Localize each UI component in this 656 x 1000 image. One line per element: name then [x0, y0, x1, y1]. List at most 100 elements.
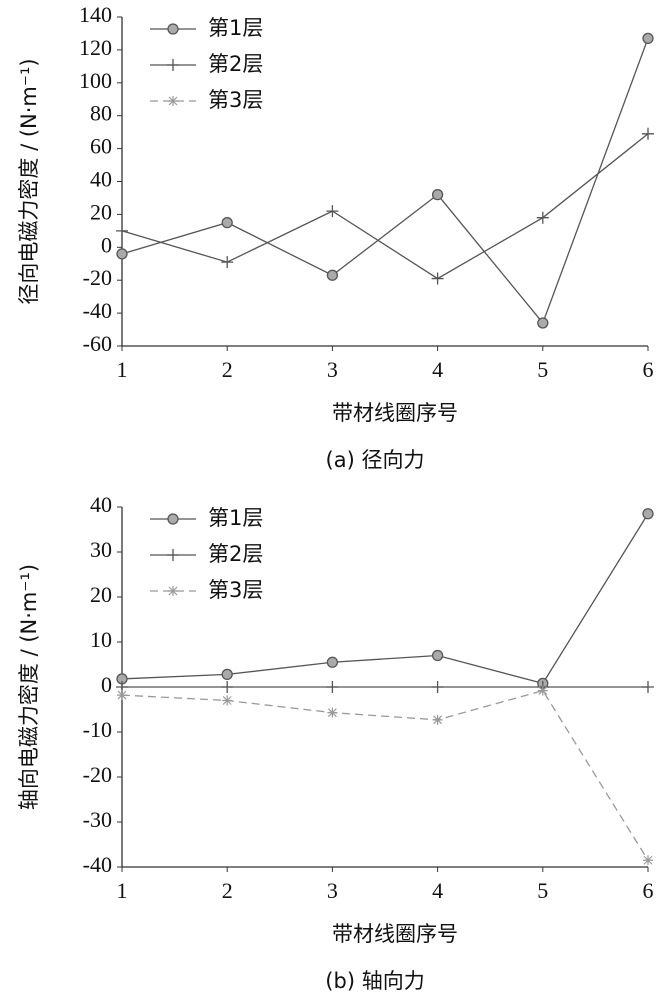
star-marker — [643, 855, 653, 866]
star-marker — [117, 690, 127, 701]
x-tick-label: 4 — [432, 878, 443, 903]
marker — [168, 586, 178, 596]
y-tick-label: 20 — [90, 582, 112, 607]
marker — [537, 317, 549, 329]
x-tick-label: 1 — [117, 878, 128, 903]
marker — [326, 681, 339, 693]
marker — [642, 32, 654, 45]
caption: (b) 轴向力 — [325, 969, 424, 993]
chart: -60 -40 -20 0 20 40 60 80 100 120 140 1 2 3 4 5 6 带材线圈序号 径… — [17, 2, 654, 472]
x-tick-label: 2 — [222, 357, 233, 382]
marker — [537, 685, 548, 696]
plus-marker — [642, 681, 654, 693]
marker — [431, 649, 444, 662]
y-tick-label: 40 — [90, 167, 112, 192]
marker — [326, 269, 339, 281]
x-tick-label: 5 — [537, 878, 548, 903]
y-tick-label: 10 — [90, 627, 112, 652]
x-tick-label: 6 — [643, 878, 654, 903]
marker — [167, 549, 179, 561]
marker — [431, 272, 444, 285]
y-tick-label: 80 — [90, 101, 112, 126]
marker — [327, 707, 338, 718]
y-tick-label: -40 — [83, 852, 112, 877]
legend-label: 第2层 — [208, 52, 263, 76]
y-tick-label: 0 — [101, 232, 112, 257]
star-marker — [168, 586, 178, 596]
star-marker — [327, 707, 338, 718]
legend-label: 第2层 — [208, 542, 263, 566]
circle-marker — [326, 656, 339, 668]
series-line — [121, 133, 649, 280]
plus-marker — [221, 681, 234, 693]
marker — [431, 189, 444, 201]
marker — [167, 513, 179, 525]
marker — [642, 681, 654, 693]
marker — [431, 681, 444, 693]
x-tick-label: 5 — [537, 357, 548, 382]
marker — [536, 211, 549, 224]
plus-marker — [167, 59, 179, 71]
marker — [326, 205, 339, 218]
chart: -40 -30 -20 -10 0 10 20 30 40 1 2 3 4 5 6 带材线圈序号 轴向电磁力密度… — [17, 492, 654, 993]
circle-marker — [431, 649, 444, 662]
y-tick-label: 40 — [90, 492, 112, 517]
marker — [221, 256, 234, 269]
y-tick-label: 120 — [79, 35, 112, 60]
marker — [222, 695, 233, 706]
y-tick-label: -10 — [83, 717, 112, 742]
marker — [221, 216, 233, 229]
y-tick-label: -60 — [83, 331, 112, 356]
y-axis-label: 径向电磁力密度 / (N·m⁻¹) — [17, 58, 41, 304]
x-tick-label: 2 — [222, 878, 233, 903]
y-tick-label: -40 — [83, 298, 112, 323]
x-tick-label: 3 — [327, 357, 338, 382]
y-tick-label: 100 — [79, 68, 112, 93]
circle-marker — [326, 269, 339, 281]
plus-marker — [536, 211, 549, 224]
marker — [221, 681, 234, 693]
circle-marker — [116, 248, 128, 260]
y-tick-label: -30 — [83, 807, 112, 832]
circle-marker — [221, 668, 233, 681]
caption: (a) 径向力 — [326, 448, 425, 472]
plus-marker — [642, 127, 654, 140]
plus-marker — [326, 205, 339, 218]
plus-marker — [326, 681, 339, 693]
series-line — [121, 689, 649, 861]
y-tick-label: 30 — [90, 537, 112, 562]
star-marker — [222, 695, 233, 706]
circle-marker — [537, 317, 549, 329]
marker — [116, 224, 128, 237]
plus-marker — [431, 681, 444, 693]
marker — [326, 656, 339, 668]
circle-marker — [167, 513, 179, 525]
legend-label: 第1层 — [208, 506, 263, 530]
marker — [642, 127, 654, 140]
star-marker — [432, 714, 443, 725]
circle-marker — [221, 216, 233, 229]
marker — [168, 96, 178, 106]
y-tick-label: 0 — [101, 672, 112, 697]
x-tick-label: 4 — [432, 357, 443, 382]
series-line — [121, 513, 649, 685]
plus-marker — [431, 272, 444, 285]
marker — [116, 248, 128, 260]
y-tick-label: -20 — [83, 265, 112, 290]
plus-marker — [167, 549, 179, 561]
star-marker — [537, 685, 548, 696]
legend-label: 第3层 — [208, 88, 263, 112]
marker — [167, 59, 179, 71]
circle-marker — [431, 189, 444, 201]
legend-label: 第3层 — [208, 578, 263, 602]
plus-marker — [221, 256, 234, 269]
marker — [221, 668, 233, 681]
x-axis-label: 带材线圈序号 — [332, 922, 458, 946]
star-marker — [168, 96, 178, 106]
x-tick-label: 3 — [327, 878, 338, 903]
marker — [642, 508, 654, 520]
circle-marker — [167, 23, 179, 35]
y-tick-label: 140 — [79, 2, 112, 27]
x-axis-label: 带材线圈序号 — [332, 401, 458, 425]
y-axis-label: 轴向电磁力密度 / (N·m⁻¹) — [17, 564, 41, 810]
